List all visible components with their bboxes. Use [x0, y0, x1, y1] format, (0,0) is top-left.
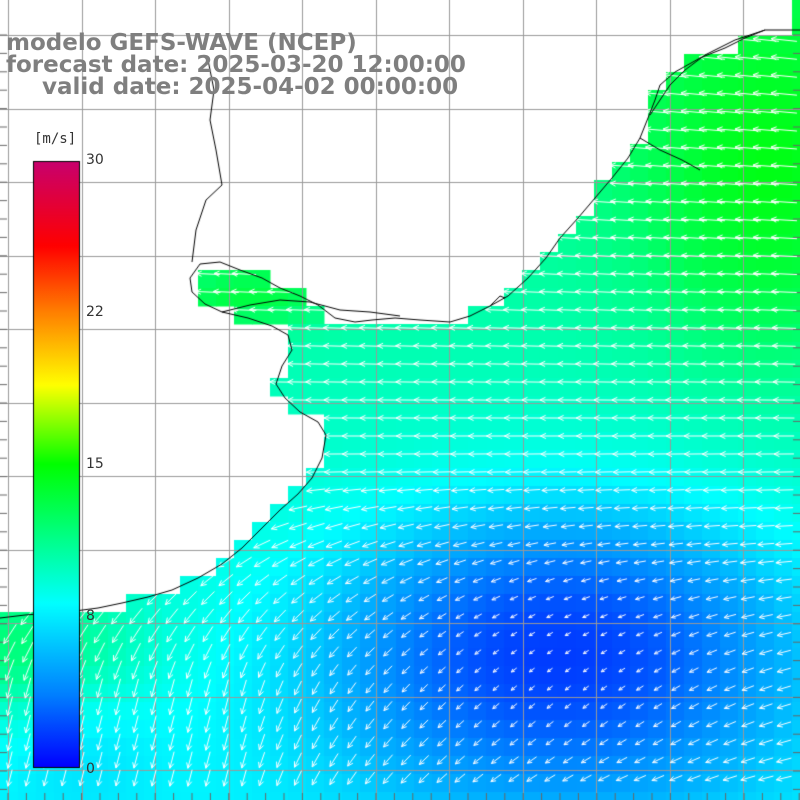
colorbar-unit-label: [m/s] — [34, 131, 77, 147]
colorbar-tick-label: 30 — [86, 152, 104, 168]
valid-date: valid date: 2025-04-02 00:00:00 — [42, 74, 459, 100]
colorbar-tick-label: 0 — [86, 761, 95, 777]
model-title: modelo GEFS-WAVE (NCEP) — [6, 30, 357, 56]
forecast-date: forecast date: 2025-03-20 12:00:00 — [6, 52, 466, 78]
colorbar-tick-label: 22 — [86, 304, 104, 320]
colorbar-tick-label: 8 — [86, 608, 95, 624]
colorbar-tick-label: 15 — [86, 456, 104, 472]
